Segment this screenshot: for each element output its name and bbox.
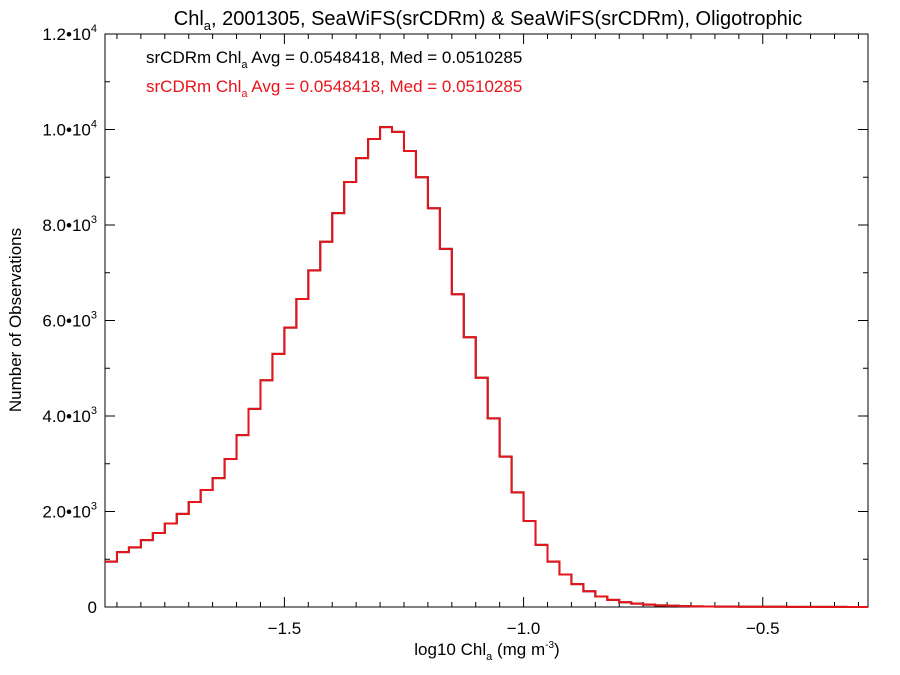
x-tick-label: −0.5	[746, 619, 780, 638]
series-layer	[105, 126, 868, 608]
chart-title: Chla, 2001305, SeaWiFS(srCDRm) & SeaWiFS…	[174, 8, 803, 33]
annotation-red-pre: srCDRm Chl	[146, 77, 241, 96]
chart-title-main: Chl	[174, 8, 204, 30]
annotation-red-post: Avg = 0.0548418, Med = 0.0510285	[248, 77, 523, 96]
y-tick-label: 2.0•103	[42, 501, 97, 522]
x-axis-label-main: log10 Chl	[414, 640, 486, 659]
annotation-black-sub: a	[241, 59, 248, 71]
axis-ticks	[105, 33, 868, 608]
series-black-histogram	[105, 126, 868, 608]
y-tick-label: 8.0•103	[42, 214, 97, 235]
x-axis-label-sup: -3	[545, 640, 554, 651]
x-tick-label: −1.0	[507, 619, 541, 638]
annotation-black: srCDRm Chla Avg = 0.0548418, Med = 0.051…	[146, 48, 522, 71]
annotation-black-post: Avg = 0.0548418, Med = 0.0510285	[248, 48, 523, 67]
annotation-black-pre: srCDRm Chl	[146, 48, 241, 67]
axis-tick-labels: −1.5 −1.0 −0.5 0 2.0•103 4.0•103 6.0•103 8.0•10…	[42, 23, 779, 638]
annotation-red-sub: a	[241, 88, 248, 100]
annotation-red: srCDRm Chla Avg = 0.0548418, Med = 0.051…	[146, 77, 522, 100]
chart-title-rest: , 2001305, SeaWiFS(srCDRm) & SeaWiFS(srC…	[211, 8, 802, 30]
plot-frame	[104, 33, 869, 608]
y-tick-label: 4.0•103	[42, 405, 97, 426]
y-tick-label: 0	[88, 598, 97, 617]
y-axis-label: Number of Observations	[6, 228, 25, 412]
y-tick-label: 6.0•103	[42, 310, 97, 331]
x-axis-label-sub: a	[486, 651, 493, 663]
x-tick-label: −1.5	[268, 619, 302, 638]
x-axis-label: log10 Chla (mg m-3)	[414, 640, 559, 663]
chart-title-subscript: a	[204, 18, 212, 33]
y-tick-label: 1.2•104	[42, 23, 97, 44]
x-axis-label-rest: (mg m	[492, 640, 545, 659]
y-tick-label: 1.0•104	[42, 119, 97, 140]
series-red-histogram	[105, 126, 868, 608]
x-axis-label-end: )	[554, 640, 560, 659]
